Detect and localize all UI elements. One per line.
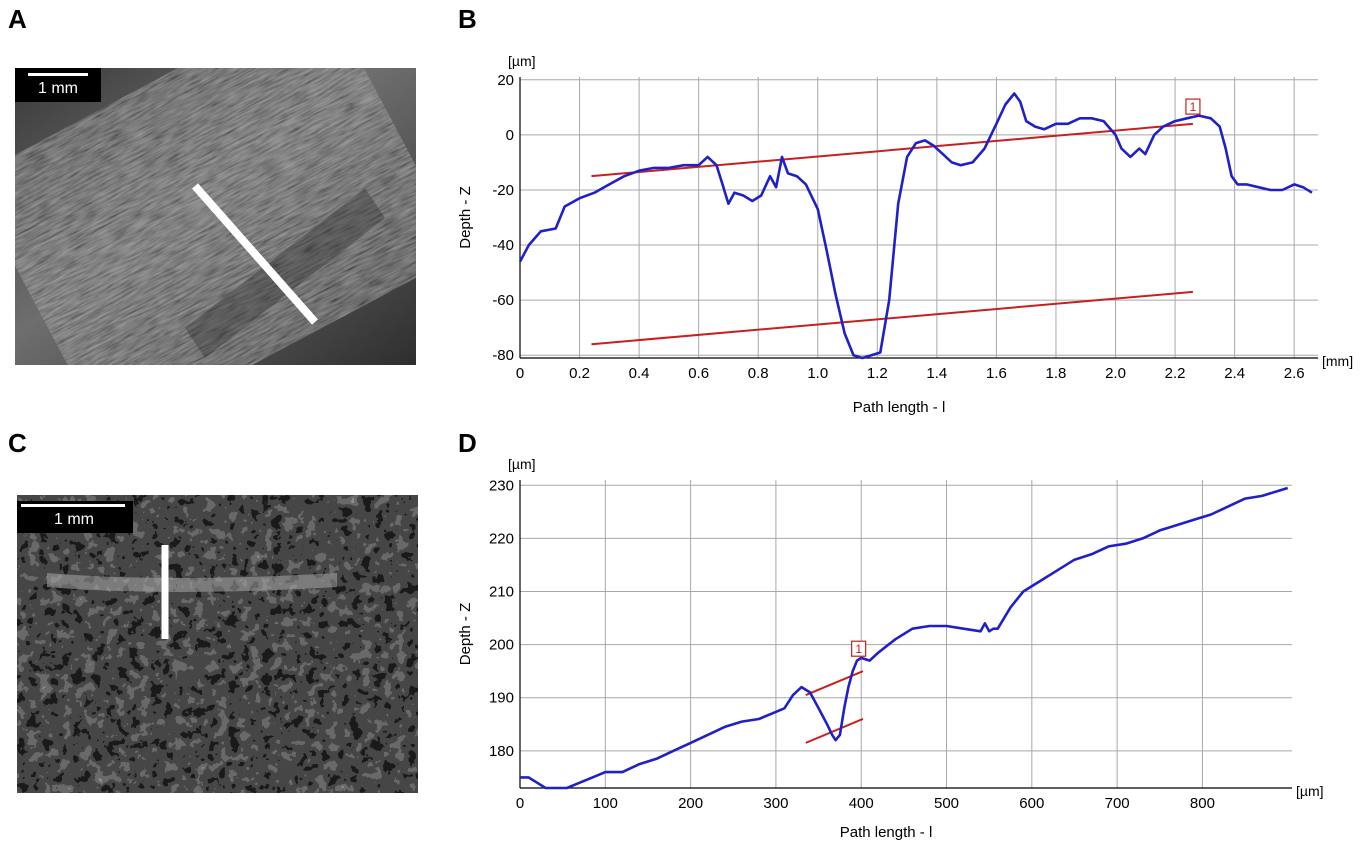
- panel-letter-a: A: [8, 4, 27, 34]
- x-tick-label-b: 1.0: [807, 365, 828, 382]
- micrograph-c-image: [17, 495, 418, 793]
- x-tick-label-d: 100: [593, 795, 618, 812]
- reference-line-d-1: [805, 670, 864, 696]
- profile-series-b: [518, 92, 1313, 360]
- x-tick-label-d: 400: [849, 795, 874, 812]
- marker-label-d: 1: [855, 642, 862, 656]
- x-tick-label-b: 1.6: [986, 365, 1007, 382]
- micrograph-a-image: [15, 68, 416, 365]
- x-tick-label-b: 0.6: [688, 365, 709, 382]
- x-unit-d: [µm]: [1296, 783, 1324, 799]
- scalebar-c-label: 1 mm: [54, 511, 94, 528]
- profile-series-d: [520, 486, 1289, 790]
- x-tick-label-b: 1.4: [926, 365, 947, 382]
- x-tick-label-d: 600: [1019, 795, 1044, 812]
- x-axis-label-d: Path length - l: [840, 824, 933, 841]
- reference-line-b-1: [591, 122, 1194, 178]
- x-tick-label-d: 0: [516, 795, 524, 812]
- y-tick-label-d: 180: [489, 743, 514, 760]
- x-unit-b: [mm]: [1322, 353, 1353, 369]
- y-axis-label-d: Depth - Z: [457, 603, 474, 666]
- x-tick-label-b: 0.8: [748, 365, 769, 382]
- marker-label-b: 1: [1190, 100, 1197, 114]
- reference-line-d-2: [805, 718, 864, 744]
- scalebar-a-bar: [28, 73, 88, 76]
- x-tick-label-b: 2.4: [1224, 365, 1245, 382]
- y-tick-label-d: 200: [489, 637, 514, 654]
- y-tick-label-b: -80: [492, 347, 514, 364]
- x-tick-label-b: 0: [516, 365, 524, 382]
- x-tick-label-d: 300: [763, 795, 788, 812]
- y-tick-label-b: -60: [492, 292, 514, 309]
- x-tick-label-b: 1.8: [1046, 365, 1067, 382]
- y-tick-label-b: 0: [506, 127, 514, 144]
- panel-letter-b: B: [458, 4, 477, 34]
- y-tick-label-d: 220: [489, 530, 514, 547]
- micrograph-a: 1 mm: [15, 68, 416, 365]
- scalebar-c-bar: [21, 504, 125, 507]
- micrograph-c: 1 mm: [17, 495, 418, 793]
- x-tick-label-d: 500: [934, 795, 959, 812]
- x-tick-label-b: 1.2: [867, 365, 888, 382]
- x-tick-label-d: 700: [1105, 795, 1130, 812]
- y-tick-label-b: 20: [497, 72, 514, 89]
- marker-box-d: [851, 640, 867, 657]
- y-tick-label-d: 230: [489, 477, 514, 494]
- y-tick-label-d: 190: [489, 690, 514, 707]
- y-unit-b: [µm]: [508, 53, 536, 69]
- y-tick-label-b: -20: [492, 182, 514, 199]
- y-tick-label-b: -40: [492, 237, 514, 254]
- x-tick-label-b: 2.0: [1105, 365, 1126, 382]
- x-axis-label-b: Path length - l: [853, 399, 946, 416]
- x-tick-label-d: 200: [678, 795, 703, 812]
- panel-letter-d: D: [458, 428, 477, 458]
- marker-box-b: [1185, 98, 1201, 115]
- y-tick-label-d: 210: [489, 584, 514, 601]
- y-axis-label-b: Depth - Z: [457, 186, 474, 249]
- x-tick-label-b: 0.2: [569, 365, 590, 382]
- x-tick-label-b: 2.6: [1284, 365, 1305, 382]
- x-tick-label-b: 0.4: [629, 365, 650, 382]
- reference-line-b-2: [591, 290, 1194, 346]
- scalebar-a-label: 1 mm: [38, 80, 78, 97]
- x-tick-label-d: 800: [1190, 795, 1215, 812]
- profile-line-a: [192, 183, 318, 325]
- y-unit-d: [µm]: [508, 456, 536, 472]
- panel-letter-c: C: [8, 428, 27, 458]
- x-tick-label-b: 2.2: [1165, 365, 1186, 382]
